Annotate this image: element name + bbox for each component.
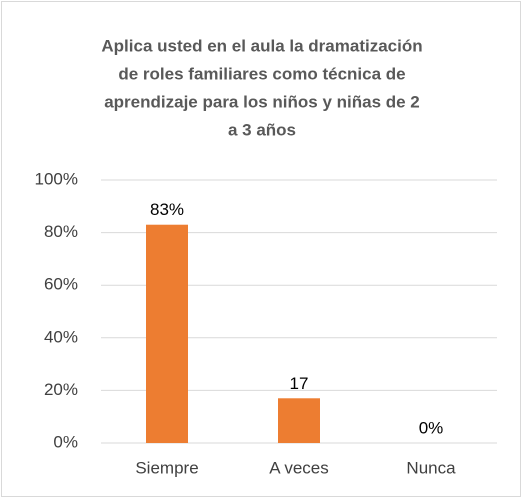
y-tick-label: 20%: [44, 380, 78, 399]
bar: [278, 398, 320, 443]
x-tick-label: A veces: [269, 458, 329, 477]
chart-title: Aplica usted en el aula la dramatización: [101, 36, 422, 55]
chart-title: aprendizaje para los niños y niñas de 2: [104, 92, 420, 111]
x-tick-label: Nunca: [406, 458, 456, 477]
y-tick-label: 100%: [35, 169, 78, 188]
bar: [146, 224, 188, 443]
value-label: 83%: [150, 200, 184, 219]
y-tick-label: 80%: [44, 222, 78, 241]
y-tick-label: 0%: [53, 432, 78, 451]
y-tick-label: 40%: [44, 327, 78, 346]
x-tick-label: Siempre: [135, 458, 198, 477]
chart-title: a 3 años: [228, 120, 296, 139]
chart-title: de roles familiares como técnica de: [118, 64, 405, 83]
value-label: 0%: [419, 418, 444, 437]
value-label: 17: [290, 374, 309, 393]
y-tick-label: 60%: [44, 275, 78, 294]
